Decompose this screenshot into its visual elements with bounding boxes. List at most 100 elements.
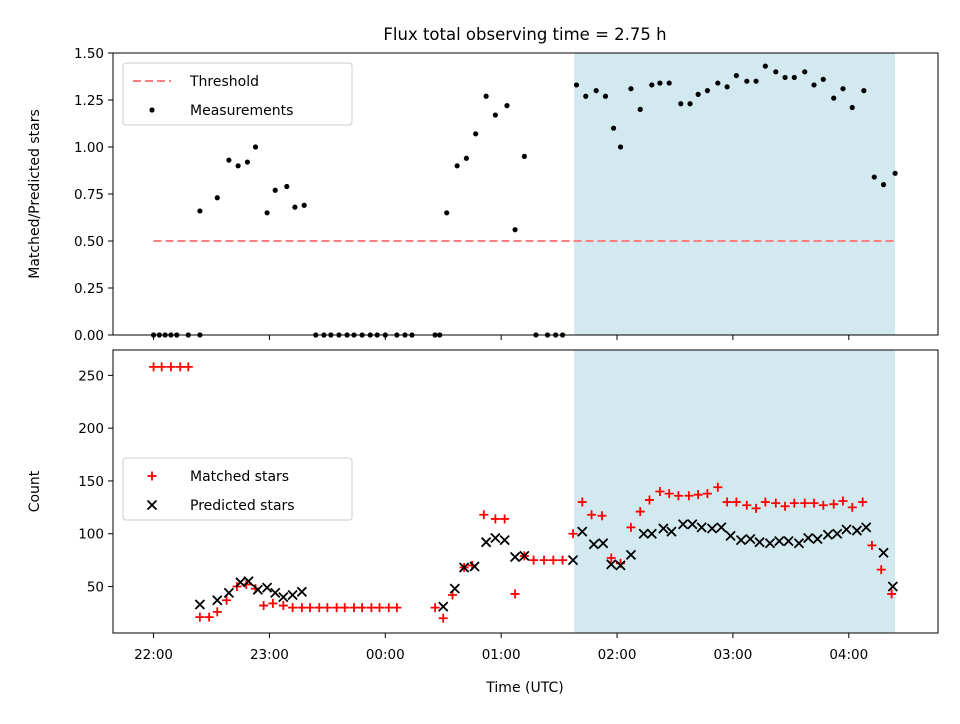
counts-data-point bbox=[851, 525, 863, 536]
counts-data-point bbox=[858, 497, 868, 507]
counts-data-point bbox=[252, 584, 263, 595]
counts-data-point bbox=[194, 599, 206, 610]
counts-data-point bbox=[771, 498, 781, 508]
ratio-data-point bbox=[666, 80, 672, 86]
counts-data-point bbox=[204, 612, 214, 622]
counts-data-point bbox=[235, 577, 246, 588]
legend-label: Measurements bbox=[190, 103, 293, 119]
ratio-data-point bbox=[831, 95, 837, 101]
counts-data-point bbox=[577, 526, 588, 537]
counts-data-point bbox=[587, 510, 597, 520]
counts-data-point bbox=[876, 565, 886, 575]
ratio-data-point bbox=[849, 104, 855, 111]
counts-data-point bbox=[832, 528, 843, 539]
counts-data-point bbox=[793, 538, 805, 549]
counts-y-tick-label: 200 bbox=[78, 421, 104, 437]
counts-data-point bbox=[635, 507, 645, 517]
ratio-data-point bbox=[820, 76, 826, 82]
counts-data-point bbox=[829, 499, 839, 509]
counts-data-point bbox=[438, 613, 448, 623]
ratio-y-tick-label: 0.00 bbox=[74, 328, 104, 344]
counts-data-point bbox=[384, 603, 394, 613]
ratio-data-point bbox=[871, 174, 877, 180]
x-tick-label: 23:00 bbox=[250, 647, 289, 663]
counts-data-point bbox=[278, 601, 288, 611]
ratio-data-point bbox=[880, 182, 887, 188]
counts-y-tick-label: 50 bbox=[87, 580, 104, 596]
counts-data-point bbox=[646, 528, 657, 539]
counts-data-point bbox=[673, 491, 683, 501]
ratio-data-point bbox=[802, 69, 808, 75]
counts-data-point bbox=[480, 537, 492, 548]
x-axis-label: Time (UTC) bbox=[485, 680, 563, 696]
counts-data-point bbox=[349, 603, 359, 613]
counts-data-point bbox=[878, 547, 889, 558]
counts-data-point bbox=[644, 495, 654, 505]
counts-data-point bbox=[838, 496, 848, 506]
counts-data-point bbox=[818, 500, 828, 510]
x-tick-label: 01:00 bbox=[482, 647, 521, 663]
ratio-data-point bbox=[628, 86, 634, 92]
ratio-data-point bbox=[463, 155, 470, 161]
counts-data-point bbox=[458, 562, 470, 573]
counts-data-point bbox=[887, 589, 897, 599]
counts-data-point bbox=[509, 551, 521, 563]
counts-data-point bbox=[588, 539, 600, 550]
ratio-data-point bbox=[649, 82, 655, 88]
ratio-data-point bbox=[687, 101, 693, 107]
ratio-data-point bbox=[483, 93, 489, 99]
counts-data-point bbox=[887, 581, 898, 592]
counts-data-point bbox=[867, 540, 877, 550]
counts-data-point bbox=[702, 489, 712, 499]
counts-data-point bbox=[314, 603, 324, 613]
counts-data-point bbox=[332, 603, 342, 613]
ratio-data-point bbox=[753, 78, 759, 84]
counts-data-point bbox=[430, 603, 440, 613]
counts-data-point bbox=[658, 523, 669, 534]
counts-data-point bbox=[296, 586, 308, 597]
counts-data-point bbox=[392, 603, 402, 613]
ratio-data-point bbox=[444, 210, 450, 216]
counts-data-point bbox=[268, 598, 278, 608]
counts-data-point bbox=[558, 555, 568, 565]
legend-dot-swatch bbox=[149, 107, 155, 113]
counts-y-tick-label: 100 bbox=[78, 527, 104, 543]
ratio-data-point bbox=[704, 88, 711, 94]
ratio-data-point bbox=[272, 187, 278, 193]
counts-data-point bbox=[195, 612, 205, 622]
ratio-data-point bbox=[657, 80, 663, 86]
counts-data-point bbox=[375, 603, 385, 613]
counts-data-point bbox=[760, 497, 770, 507]
counts-data-point bbox=[305, 603, 315, 613]
ratio-y-tick-label: 1.00 bbox=[74, 140, 104, 156]
counts-data-point bbox=[809, 498, 819, 508]
ratio-data-point bbox=[715, 80, 721, 86]
counts-data-point bbox=[259, 601, 269, 611]
x-tick-label: 02:00 bbox=[598, 647, 637, 663]
counts-data-point bbox=[568, 529, 578, 539]
counts-data-point bbox=[548, 555, 558, 565]
counts-legend: Matched stars Predicted stars bbox=[122, 457, 353, 521]
legend-x-swatch bbox=[146, 499, 158, 511]
counts-data-point bbox=[722, 497, 732, 507]
chart-title: Flux total observing time = 2.75 h bbox=[383, 25, 666, 44]
x-tick-label: 04:00 bbox=[829, 647, 868, 663]
counts-data-point bbox=[519, 550, 530, 562]
counts-data-point bbox=[780, 501, 790, 511]
counts-data-point bbox=[615, 560, 626, 571]
counts-axes-frame bbox=[112, 349, 939, 634]
counts-data-point bbox=[841, 524, 852, 535]
counts-data-point bbox=[638, 528, 649, 539]
counts-data-point bbox=[716, 522, 727, 533]
counts-data-point bbox=[539, 555, 549, 565]
counts-data-point bbox=[449, 583, 460, 594]
bottom-panel: 50 100 150 200 250 22:00 23:00 00:00 01:00 02:00 0… bbox=[27, 349, 939, 663]
counts-series-0 bbox=[149, 362, 897, 623]
counts-data-point bbox=[287, 589, 298, 601]
counts-data-point bbox=[713, 482, 723, 492]
ratio-data-point bbox=[235, 163, 241, 169]
counts-data-point bbox=[261, 582, 273, 593]
counts-data-point bbox=[687, 519, 698, 530]
ratio-data-point bbox=[473, 131, 479, 137]
